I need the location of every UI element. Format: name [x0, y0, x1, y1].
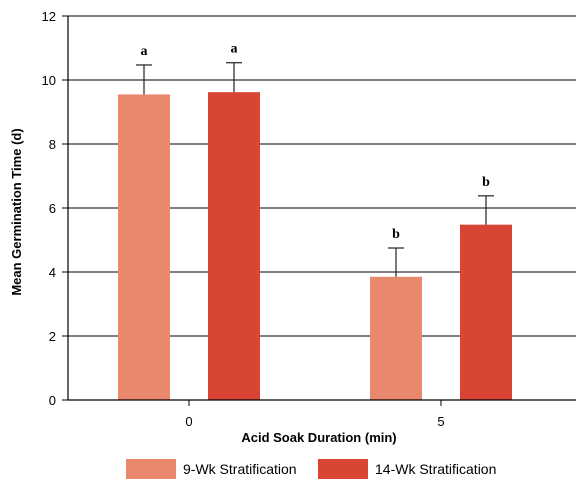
significance-label: a [231, 42, 238, 57]
bar [118, 94, 170, 401]
significance-label: b [482, 175, 490, 190]
legend-swatch-14wk [318, 459, 368, 479]
bar [208, 92, 260, 400]
y-tick-label: 12 [42, 9, 56, 24]
y-tick-label: 8 [49, 137, 56, 152]
legend-label-9wk: 9-Wk Stratification [183, 461, 297, 477]
legend-swatch-9wk [126, 459, 176, 479]
bar [460, 224, 512, 400]
y-tick-label: 10 [42, 73, 56, 88]
significance-label: a [141, 44, 148, 59]
y-tick-label: 0 [49, 393, 56, 408]
y-tick-label: 2 [49, 329, 56, 344]
x-axis-title: Acid Soak Duration (min) [241, 430, 396, 445]
legend-label-14wk: 14-Wk Stratification [375, 461, 496, 477]
significance-label: b [392, 227, 400, 242]
y-tick-label: 4 [49, 265, 56, 280]
y-axis-title: Mean Germination Time (d) [9, 128, 24, 295]
y-tick-label: 6 [49, 201, 56, 216]
axes: 0 2 4 6 8 10 12 0 5 [42, 9, 576, 429]
legend: 9-Wk Stratification 14-Wk Stratification [126, 459, 496, 479]
bar [370, 276, 422, 400]
bars: a a b b [118, 42, 512, 401]
x-tick-label: 5 [437, 414, 444, 429]
x-tick-label: 0 [185, 414, 192, 429]
